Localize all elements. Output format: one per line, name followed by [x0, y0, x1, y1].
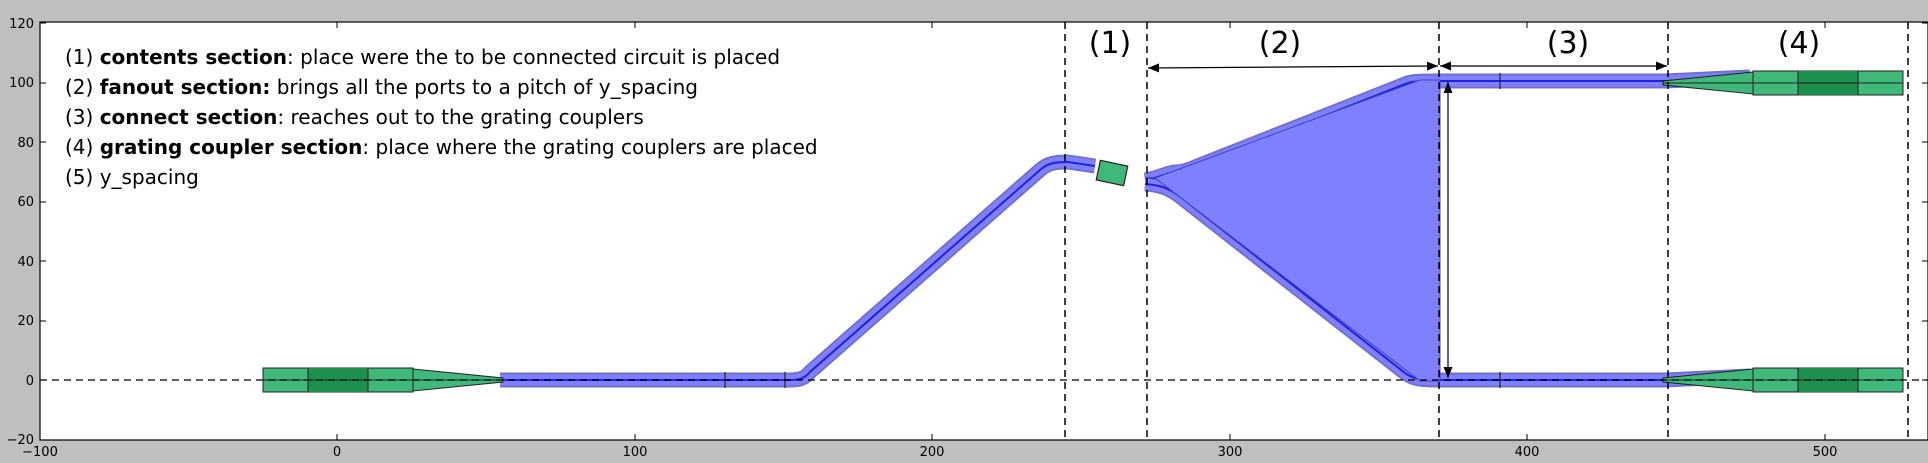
- x-tick-label: −100: [22, 445, 58, 460]
- arrowhead: [1148, 63, 1160, 73]
- legend-item-contents: (1) contents section: place were the to …: [65, 45, 780, 69]
- arrowhead: [1656, 61, 1667, 71]
- section-label-3: (3): [1547, 26, 1590, 61]
- arrowhead: [1440, 61, 1451, 71]
- section-boundaries: [40, 22, 1928, 440]
- y-tick-label: −20: [7, 433, 34, 448]
- dimension-line: [1147, 65, 1439, 69]
- arrowhead: [1443, 367, 1453, 378]
- y-tick-labels: −20 0 20 40 60 80 100 120: [7, 17, 34, 448]
- contents-device: [1095, 159, 1129, 187]
- arrowhead: [1426, 61, 1438, 71]
- section-labels: (1) (2) (3) (4): [1089, 26, 1821, 61]
- y-tick-label: 120: [9, 17, 34, 32]
- x-tick-label: 300: [1218, 445, 1243, 460]
- y-tick-label: 40: [17, 255, 34, 270]
- legend: (1) contents section: place were the to …: [65, 45, 818, 189]
- x-tick-label: 0: [333, 445, 341, 460]
- x-tick-label: 100: [623, 445, 648, 460]
- y-tick-label: 0: [26, 374, 34, 389]
- fanout-taper: [1153, 79, 1441, 382]
- y-tick-label: 20: [17, 314, 34, 329]
- axis-ticks: [39, 22, 1928, 441]
- y-tick-label: 80: [17, 136, 34, 151]
- dimension-arrows: [1147, 61, 1667, 378]
- x-tick-labels: −100 0 100 200 300 400 500: [22, 445, 1837, 460]
- x-tick-label: 400: [1515, 445, 1540, 460]
- grating-coupler: [1662, 70, 1904, 96]
- x-tick-label: 500: [1813, 445, 1838, 460]
- x-tick-label: 200: [920, 445, 945, 460]
- section-label-4: (4): [1778, 26, 1821, 61]
- legend-item-grating: (4) grating coupler section: place where…: [65, 135, 818, 159]
- y-tick-label: 100: [9, 76, 34, 91]
- section-label-1: (1): [1089, 26, 1132, 61]
- section-label-2: (2): [1259, 26, 1302, 61]
- y-tick-label: 60: [17, 195, 34, 210]
- legend-item-connect: (3) connect section: reaches out to the …: [65, 105, 644, 129]
- legend-item-spacing: (5) y_spacing: [65, 165, 199, 189]
- arrowhead: [1443, 82, 1453, 93]
- legend-item-fanout: (2) fanout section: brings all the ports…: [65, 75, 698, 99]
